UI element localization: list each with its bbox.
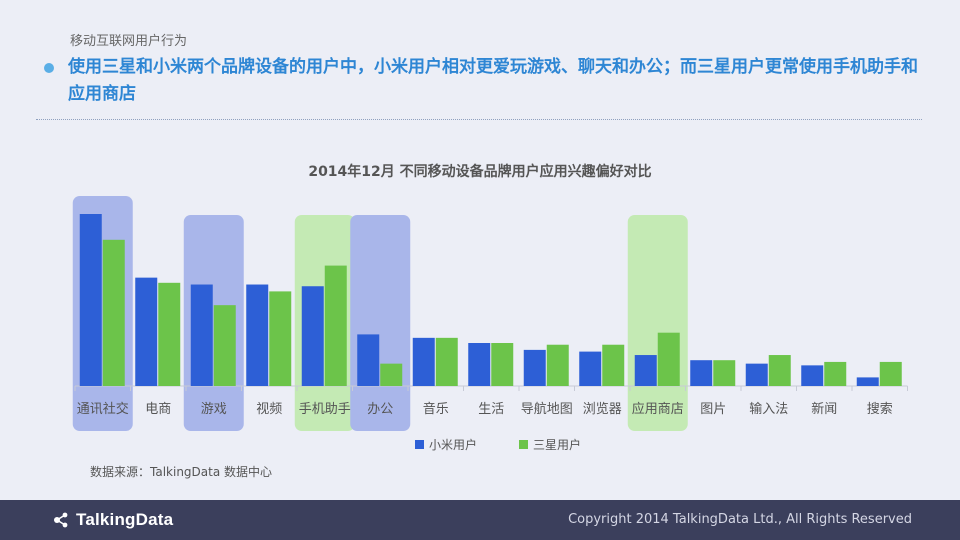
headline: 使用三星和小米两个品牌设备的用户中，小米用户相对更爱玩游戏、聊天和办公；而三星用… [68, 57, 918, 104]
bar-samsung [546, 344, 569, 386]
bar-xiaomi [79, 214, 102, 386]
bar-samsung [768, 355, 791, 386]
divider [36, 119, 922, 120]
x-tick-label: 游戏 [201, 402, 227, 417]
bullet-dot-icon [44, 63, 54, 73]
bar-xiaomi [745, 363, 768, 386]
footer-bar: TalkingData Copyright 2014 TalkingData L… [0, 500, 960, 540]
talkingdata-logo: TalkingData [50, 509, 173, 531]
logo-text: TalkingData [76, 510, 174, 529]
bar-samsung [602, 344, 625, 386]
legend-label: 小米用户 [429, 437, 477, 452]
legend-label: 三星用户 [533, 437, 581, 452]
bar-xiaomi [634, 355, 657, 386]
bar-xiaomi [579, 351, 602, 386]
x-tick-label: 手机助手 [299, 402, 351, 417]
x-tick-label: 图片 [700, 402, 726, 417]
section-label: 移动互联网用户行为 [70, 34, 188, 49]
bar-samsung [324, 265, 347, 386]
bar-samsung [380, 363, 403, 386]
x-tick-label: 应用商店 [632, 401, 684, 417]
x-tick-label: 视频 [256, 402, 282, 417]
x-tick-label: 音乐 [423, 401, 449, 417]
highlight-band [627, 215, 688, 431]
bar-samsung [824, 361, 847, 386]
bar-xiaomi [412, 337, 435, 386]
bar-xiaomi [856, 377, 879, 386]
x-tick-label: 新闻 [811, 401, 837, 417]
x-tick-label: 通讯社交 [77, 401, 129, 417]
x-tick-label: 办公 [367, 402, 393, 417]
data-source: 数据来源：TalkingData 数据中心 [90, 465, 273, 479]
bar-xiaomi [357, 334, 380, 386]
bar-samsung [879, 361, 902, 386]
copyright: Copyright 2014 TalkingData Ltd., All Rig… [568, 512, 912, 527]
bar-samsung [491, 343, 514, 386]
x-tick-label: 输入法 [749, 401, 788, 417]
bar-xiaomi [135, 277, 158, 386]
bar-xiaomi [523, 349, 546, 386]
x-tick-label: 搜索 [867, 402, 893, 417]
highlight-band [350, 215, 411, 431]
bar-samsung [158, 282, 181, 386]
logo-mark-icon [54, 512, 68, 528]
bar-xiaomi [468, 343, 491, 386]
bar-xiaomi [246, 284, 269, 386]
chart-title: 2014年12月 不同移动设备品牌用户应用兴趣偏好对比 [308, 164, 652, 180]
x-tick-label: 生活 [478, 402, 504, 417]
bar-chart: 通讯社交 电商 游戏 视频 手机助手 办公 音乐 生活 导航地图 浏览器 应用商店 图片 输入法 新闻 搜索… [72, 196, 908, 452]
bar-samsung [713, 360, 736, 386]
bar-xiaomi [190, 284, 213, 386]
bar-xiaomi [301, 286, 324, 386]
bar-xiaomi [801, 365, 824, 386]
legend-swatch [415, 440, 424, 449]
bar-xiaomi [690, 360, 713, 386]
bar-samsung [657, 332, 680, 386]
x-tick-label: 导航地图 [521, 401, 573, 417]
x-tick-label: 浏览器 [583, 401, 622, 417]
bar-samsung [102, 239, 125, 386]
bar-samsung [435, 337, 458, 386]
bar-samsung [269, 291, 292, 386]
x-tick-label: 电商 [145, 402, 171, 417]
legend-swatch [519, 440, 528, 449]
bar-samsung [213, 305, 236, 386]
